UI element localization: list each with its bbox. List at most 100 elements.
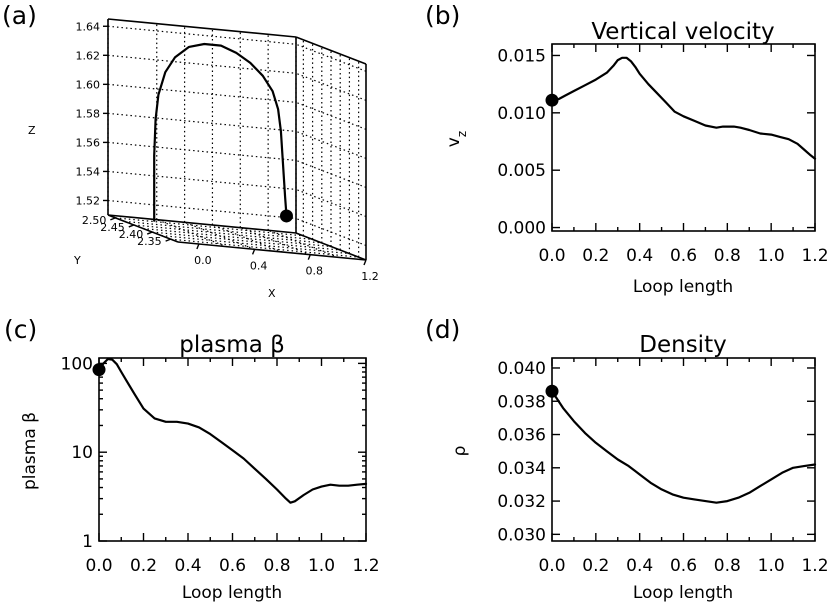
loop-curve — [153, 42, 288, 222]
z-tick-label: 1.54 — [76, 165, 101, 178]
x-axis-label-d: Loop length — [633, 583, 733, 603]
panel-b: (b) Vertical velocity 0.0 0.2 0.4 0.6 0.8 1.0 1.… — [425, 1, 829, 297]
chart-title-c: plasma β — [179, 332, 285, 358]
series-line-beta — [97, 357, 368, 504]
y-tick-label-d: 0.038 — [497, 392, 546, 412]
y-tick-label: 2.40 — [119, 228, 144, 241]
series-line-v_z — [550, 56, 817, 160]
start-marker-a — [279, 209, 293, 223]
y-tick-mark — [146, 231, 153, 235]
panel-a: (a)1.521.541.561.581.601.621.642.352.402… — [2, 1, 379, 300]
panel-c: (c) plasma β 0.0 0.2 0.4 0.6 0.8 1.0 1.2 1 10 100 Lo… — [4, 315, 380, 603]
box-edge — [295, 232, 367, 261]
chart-title-b: Vertical velocity — [591, 19, 774, 45]
y-tick-label: 2.35 — [137, 235, 162, 248]
panel-label-b: (b) — [425, 1, 460, 30]
box-edge — [107, 214, 179, 243]
y-tick-label: 2.50 — [82, 214, 107, 227]
x-tick-label-b: 0.0 — [538, 246, 565, 266]
y-tick-label-c: 1 — [82, 532, 93, 552]
y-axis-label-sub-b: z — [455, 131, 469, 137]
z-tick-label: 1.60 — [76, 78, 101, 91]
y-tick-label-b: 0.005 — [497, 161, 546, 181]
y-tick-label-b: 0.015 — [497, 46, 546, 66]
plot-frame-d — [551, 357, 816, 542]
grid-side-z — [295, 130, 367, 159]
y-axis-label-d: ρ — [450, 446, 470, 457]
start-marker-c — [92, 363, 106, 377]
x-tick-label-c: 1.2 — [352, 556, 379, 576]
y-tick-label-d: 0.034 — [497, 459, 546, 479]
box-edge — [107, 214, 297, 234]
grid-floor-y — [133, 224, 322, 244]
x-axis-label-c: Loop length — [182, 583, 282, 603]
start-marker-b — [545, 93, 559, 107]
x-tick-label-d: 0.0 — [538, 556, 565, 576]
grid-side-z — [295, 72, 367, 101]
y-tick-label-c: 10 — [71, 443, 93, 463]
x-axis-label-b: Loop length — [633, 277, 733, 297]
y-tick-label-d: 0.032 — [497, 492, 546, 512]
grid-back-z — [107, 25, 297, 45]
panel-label-c: (c) — [4, 315, 37, 344]
panel-label-a: (a) — [2, 1, 37, 30]
y-tick-label-d: 0.030 — [497, 525, 546, 545]
x-tick-label: 0.0 — [194, 254, 212, 267]
x-tick-label-b: 0.2 — [582, 246, 609, 266]
x-tick-label-c: 0.8 — [263, 556, 290, 576]
x-tick-label-d: 0.4 — [626, 556, 653, 576]
x-tick-label-c: 0.2 — [130, 556, 157, 576]
x-tick-label-d: 0.2 — [582, 556, 609, 576]
y-tick-label-d: 0.036 — [497, 426, 546, 446]
y-tick-label-b: 0.000 — [497, 219, 546, 239]
y-axis-label-main-c: plasma β — [20, 412, 40, 490]
box-edge — [107, 18, 297, 38]
grid-back-z — [107, 112, 297, 132]
y-tick-label-b: 0.010 — [497, 104, 546, 124]
x-tick-mark — [363, 259, 367, 266]
y-axis-label-b: vz — [444, 131, 469, 147]
x-tick-label-b: 0.8 — [714, 246, 741, 266]
series-line-rho — [550, 390, 817, 504]
x-tick-label: 0.8 — [306, 265, 324, 278]
box-edge — [295, 36, 367, 65]
panel-label-d: (d) — [425, 315, 460, 344]
grid-side-z — [295, 43, 367, 72]
x-tick-label-d: 0.6 — [670, 556, 697, 576]
start-marker-d — [545, 384, 559, 398]
plot-frame-b — [551, 43, 816, 232]
z-tick-label: 1.52 — [76, 194, 101, 207]
grid-floor-y — [115, 217, 304, 237]
y-tick-label-c: 100 — [61, 354, 93, 374]
y-tick-label-d: 0.040 — [497, 359, 546, 379]
y-tick-mark — [165, 238, 171, 242]
y-axis-label-main-d: ρ — [450, 446, 470, 457]
x-tick-label-b: 0.4 — [626, 246, 653, 266]
x-tick-label-c: 0.6 — [219, 556, 246, 576]
y-axis-label-c: plasma β — [20, 412, 40, 490]
x-tick-label-d: 0.8 — [714, 556, 741, 576]
y-tick-label: 2.45 — [100, 221, 125, 234]
x-tick-label: 0.4 — [250, 259, 268, 272]
x-tick-label: 1.2 — [361, 270, 379, 283]
grid-side-z — [295, 188, 367, 218]
x-tick-label-b: 1.2 — [801, 246, 828, 266]
y-axis-label-a: Y — [73, 254, 81, 267]
y-tick-mark — [128, 224, 135, 228]
box-edge — [177, 241, 367, 261]
x-tick-mark — [307, 254, 311, 260]
x-tick-label-d: 1.2 — [801, 556, 828, 576]
z-tick-label: 1.62 — [76, 49, 101, 62]
x-axis-label-a: X — [268, 287, 276, 300]
x-tick-label-b: 0.6 — [670, 246, 697, 266]
chart-title-d: Density — [639, 332, 726, 358]
x-tick-label-c: 0.0 — [85, 556, 112, 576]
y-tick-mark — [110, 217, 116, 221]
z-axis-label: Z — [28, 124, 36, 137]
x-tick-label-c: 1.0 — [308, 556, 335, 576]
x-tick-mark — [196, 243, 200, 250]
x-tick-label-d: 1.0 — [758, 556, 785, 576]
y-axis-label-main-b: v — [444, 137, 464, 147]
x-tick-mark — [251, 249, 256, 255]
